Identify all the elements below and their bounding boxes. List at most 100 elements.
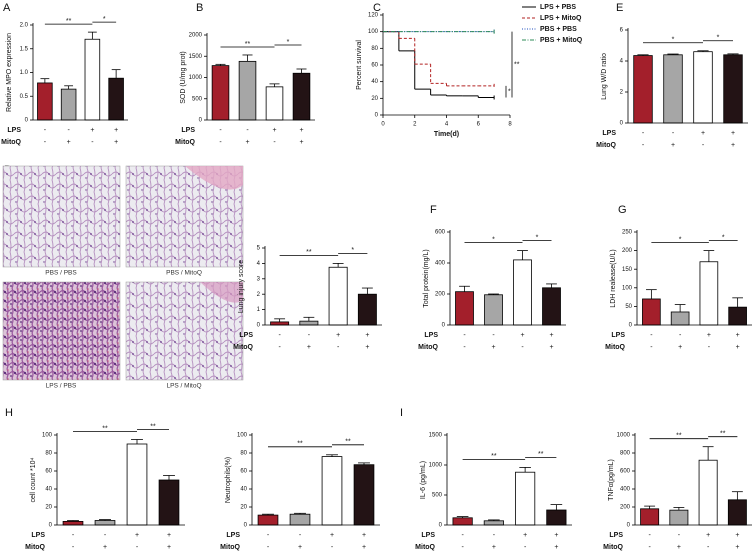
bar	[542, 287, 561, 326]
y-axis-label: IL-6 (pg/mL)	[420, 461, 427, 499]
y-tick-label: 2.0	[20, 23, 29, 29]
row-mark: +	[307, 344, 311, 351]
significance-label: **	[306, 249, 312, 256]
bar	[698, 459, 718, 526]
y-tick-label: 0	[439, 523, 443, 529]
row-mark: +	[731, 130, 735, 137]
bar	[292, 72, 311, 121]
y-tick-label: 1000	[617, 433, 631, 439]
y-tick-label: 200	[435, 292, 446, 298]
row-mark: -	[219, 139, 222, 146]
row-mark: +	[114, 127, 118, 134]
bar	[633, 55, 653, 124]
y-tick-label: 1.0	[20, 70, 29, 76]
row-mark: +	[736, 344, 740, 351]
histology-image	[2, 165, 121, 268]
y-tick-label: 500	[432, 493, 443, 499]
y-tick-label: 2000	[189, 33, 203, 39]
row-label: MitoQ	[603, 544, 623, 551]
y-tick-label: 250	[622, 230, 633, 236]
row-mark: +	[299, 139, 303, 146]
y-tick-label: 1500	[189, 54, 203, 60]
bar	[693, 51, 713, 124]
row-label: MitoQ	[175, 139, 195, 146]
row-mark: -	[91, 139, 94, 146]
bar	[158, 479, 180, 526]
row-mark: -	[678, 532, 681, 539]
legend-label: LPS + MitoQ	[540, 15, 582, 22]
y-axis-label: Lung W/D ratio	[601, 53, 608, 100]
row-mark: +	[103, 544, 107, 551]
row-label: MitoQ	[1, 139, 21, 146]
x-tick-label: 8	[508, 122, 512, 128]
y-tick-label: 120	[368, 13, 379, 19]
y-tick-label: 80	[371, 46, 378, 52]
bar	[265, 86, 284, 121]
y-tick-label: 400	[435, 261, 446, 267]
image-caption: PBS / PBS	[45, 270, 77, 277]
row-label: MitoQ	[605, 344, 625, 351]
row-label: MitoQ	[415, 544, 435, 551]
row-mark: -	[44, 127, 47, 134]
row-mark: +	[706, 532, 710, 539]
y-tick-label: 2	[620, 90, 624, 96]
bar	[670, 311, 690, 326]
row-mark: -	[273, 139, 276, 146]
y-tick-label: 4	[257, 261, 261, 267]
y-tick-label: 400	[620, 487, 631, 493]
y-tick-label: 0	[257, 323, 261, 329]
y-tick-label: 500	[192, 96, 203, 102]
row-mark: -	[642, 130, 645, 137]
row-label: LPS	[424, 332, 438, 339]
x-axis-label: Time(d)	[434, 131, 459, 138]
y-tick-label: 6	[620, 28, 624, 34]
bar	[108, 77, 124, 121]
row-mark: -	[246, 127, 249, 134]
y-tick-label: 100	[368, 29, 379, 35]
row-mark: -	[492, 332, 495, 339]
row-label: LPS	[239, 332, 253, 339]
panel-letter: G	[618, 204, 627, 216]
row-label: MitoQ	[220, 544, 240, 551]
y-axis-label: SOD (U/mg prot)	[180, 51, 187, 104]
histology-airway	[185, 166, 243, 190]
y-tick-label: 1	[257, 307, 261, 313]
significance-label: **	[538, 451, 544, 458]
bar	[728, 306, 747, 326]
bar	[299, 320, 319, 326]
significance-label: *	[722, 234, 725, 241]
y-tick-label: 600	[435, 230, 446, 236]
bar	[642, 298, 661, 326]
y-tick-label: 0	[375, 113, 379, 119]
bar	[483, 520, 504, 526]
y-tick-label: 0	[442, 323, 446, 329]
row-label: MitoQ	[233, 344, 253, 351]
y-axis-label: Percent survival	[356, 40, 363, 90]
row-mark: -	[278, 332, 281, 339]
panel-letter: C	[373, 2, 381, 14]
y-axis-label: cell count *10⁴	[30, 457, 37, 502]
row-mark: +	[554, 532, 558, 539]
y-tick-label: 40	[45, 487, 52, 493]
bar	[484, 294, 503, 326]
significance-label: **	[66, 18, 72, 25]
row-label: LPS	[181, 127, 195, 134]
y-tick-label: 0	[627, 523, 631, 529]
row-mark: +	[298, 544, 302, 551]
bar	[62, 521, 84, 526]
row-mark: -	[650, 332, 653, 339]
row-mark: +	[67, 139, 71, 146]
y-tick-label: 5	[257, 246, 261, 252]
y-tick-label: 40	[371, 79, 378, 85]
bar	[669, 509, 689, 526]
y-tick-label: 3	[257, 276, 261, 282]
row-mark: -	[219, 127, 222, 134]
significance-label: *	[492, 236, 495, 243]
x-tick-label: 6	[477, 122, 481, 128]
panel-letter: I	[400, 407, 403, 419]
row-mark: +	[492, 544, 496, 551]
row-label: MitoQ	[418, 344, 438, 351]
row-mark: +	[365, 344, 369, 351]
significance-label: *	[679, 236, 682, 243]
